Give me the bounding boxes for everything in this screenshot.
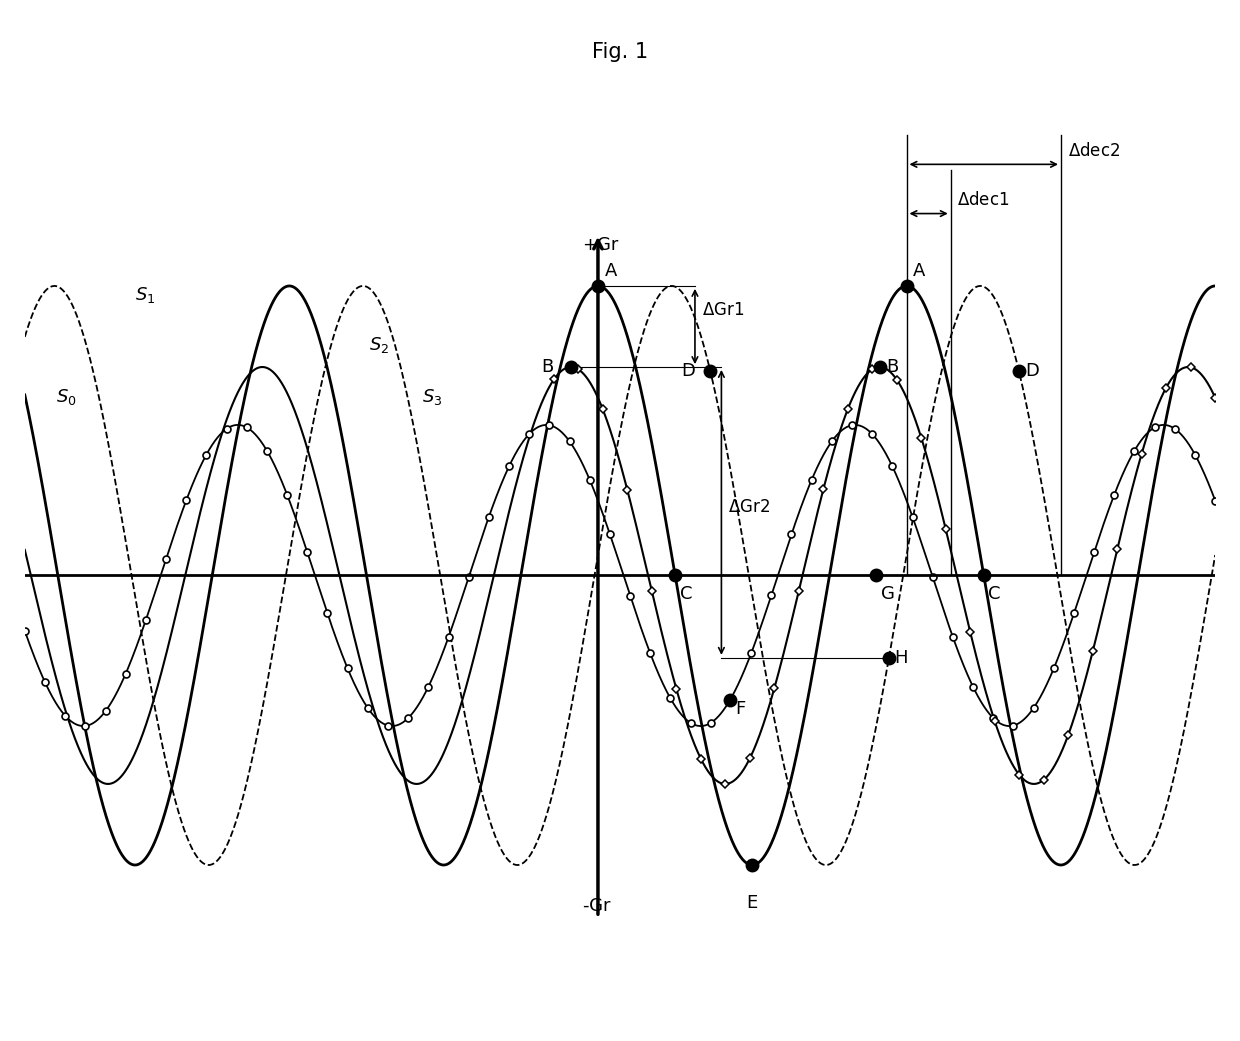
- Text: F: F: [735, 701, 745, 718]
- Text: E: E: [746, 894, 758, 912]
- Text: C: C: [988, 585, 1001, 603]
- Text: C: C: [680, 585, 692, 603]
- Text: A: A: [605, 262, 618, 280]
- Text: -Gr: -Gr: [583, 896, 611, 915]
- Text: $S_3$: $S_3$: [422, 387, 441, 407]
- Text: $\Delta$Gr2: $\Delta$Gr2: [728, 499, 770, 516]
- Text: $\Delta$Gr1: $\Delta$Gr1: [702, 301, 744, 319]
- Text: B: B: [887, 358, 899, 376]
- Text: D: D: [1025, 362, 1039, 380]
- Text: $S_2$: $S_2$: [368, 334, 389, 355]
- Text: $\Delta$dec1: $\Delta$dec1: [957, 191, 1009, 209]
- Text: $S_0$: $S_0$: [56, 387, 77, 407]
- Text: Fig. 1: Fig. 1: [591, 42, 649, 61]
- Text: $\Delta$dec2: $\Delta$dec2: [1068, 142, 1120, 159]
- Text: H: H: [894, 649, 908, 667]
- Text: A: A: [913, 262, 925, 280]
- Text: D: D: [681, 362, 694, 380]
- Text: G: G: [880, 585, 895, 603]
- Text: $S_1$: $S_1$: [135, 285, 155, 305]
- Text: B: B: [541, 358, 553, 376]
- Text: +Gr: +Gr: [583, 236, 619, 254]
